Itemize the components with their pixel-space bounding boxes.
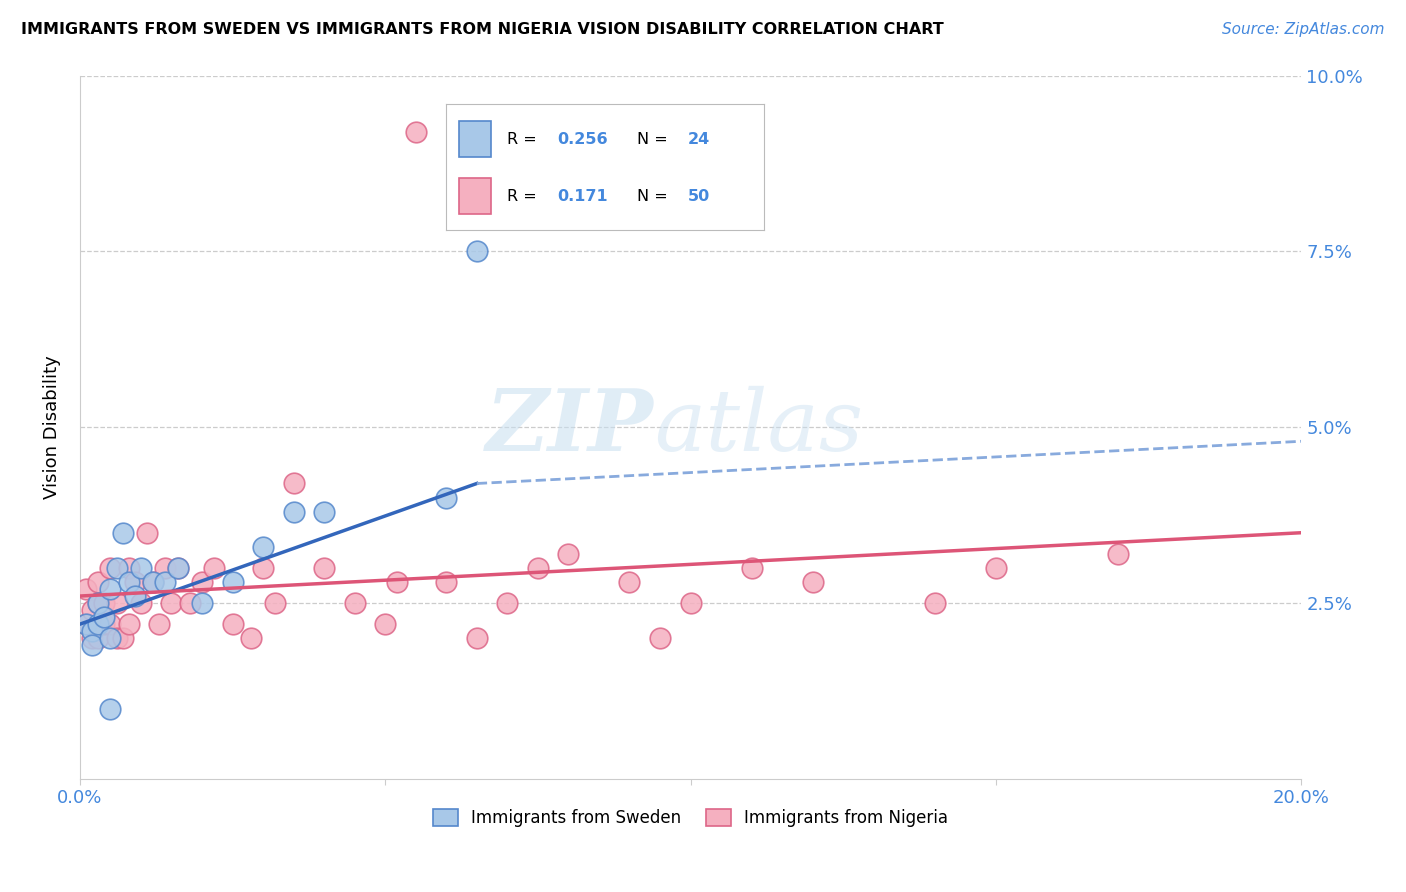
Point (100, 632, 122, 646)
Text: atlas: atlas (654, 386, 863, 468)
Text: IMMIGRANTS FROM SWEDEN VS IMMIGRANTS FROM NIGERIA VISION DISABILITY CORRELATION : IMMIGRANTS FROM SWEDEN VS IMMIGRANTS FRO… (21, 22, 943, 37)
Point (283, 476, 305, 491)
Point (166, 561, 188, 575)
Point (155, 574, 177, 589)
Point (142, 574, 165, 589)
Point (155, 561, 177, 575)
Text: Source: ZipAtlas.com: Source: ZipAtlas.com (1222, 22, 1385, 37)
Point (93, 596, 115, 610)
Point (75, 617, 97, 632)
Point (124, 574, 146, 589)
Point (75, 617, 97, 632)
Point (221, 574, 243, 589)
Point (434, 491, 457, 505)
Point (129, 596, 152, 610)
Point (264, 596, 287, 610)
Point (387, 574, 409, 589)
Point (648, 632, 671, 646)
Point (1107, 547, 1129, 561)
Point (166, 561, 188, 575)
Point (87, 632, 110, 646)
Point (252, 540, 274, 554)
Point (527, 561, 550, 575)
Point (80, 632, 103, 646)
Point (100, 701, 122, 715)
Point (405, 125, 427, 139)
Point (105, 632, 128, 646)
Point (239, 632, 262, 646)
Point (93, 617, 115, 632)
Point (100, 617, 122, 632)
Point (924, 596, 946, 610)
Point (465, 244, 488, 259)
Point (741, 561, 763, 575)
Point (191, 574, 214, 589)
Point (80, 624, 103, 639)
Point (111, 525, 134, 540)
Text: ZIP: ZIP (486, 385, 654, 469)
Point (105, 561, 128, 575)
Point (136, 525, 159, 540)
Point (557, 547, 579, 561)
Point (679, 596, 702, 610)
Point (87, 574, 110, 589)
Point (87, 617, 110, 632)
Point (283, 505, 305, 519)
Point (100, 561, 122, 575)
Point (374, 617, 396, 632)
Point (465, 632, 488, 646)
Point (111, 632, 134, 646)
Point (191, 596, 214, 610)
Point (80, 603, 103, 617)
Point (148, 617, 170, 632)
Point (118, 574, 141, 589)
Point (87, 596, 110, 610)
Point (496, 596, 519, 610)
Legend: Immigrants from Sweden, Immigrants from Nigeria: Immigrants from Sweden, Immigrants from … (426, 803, 955, 834)
Point (252, 561, 274, 575)
Point (314, 561, 336, 575)
Point (619, 574, 641, 589)
Point (434, 574, 457, 589)
Point (984, 561, 1007, 575)
Point (124, 589, 146, 603)
Point (87, 596, 110, 610)
Point (105, 596, 128, 610)
Point (100, 582, 122, 596)
Point (179, 596, 201, 610)
Point (801, 574, 824, 589)
Point (343, 596, 366, 610)
Point (142, 574, 165, 589)
Point (202, 561, 225, 575)
Point (118, 561, 141, 575)
Point (129, 561, 152, 575)
Point (221, 617, 243, 632)
Point (160, 596, 183, 610)
Point (75, 582, 97, 596)
Point (80, 638, 103, 652)
Point (314, 505, 336, 519)
Y-axis label: Vision Disability: Vision Disability (44, 355, 60, 500)
Point (93, 610, 115, 624)
Point (118, 617, 141, 632)
